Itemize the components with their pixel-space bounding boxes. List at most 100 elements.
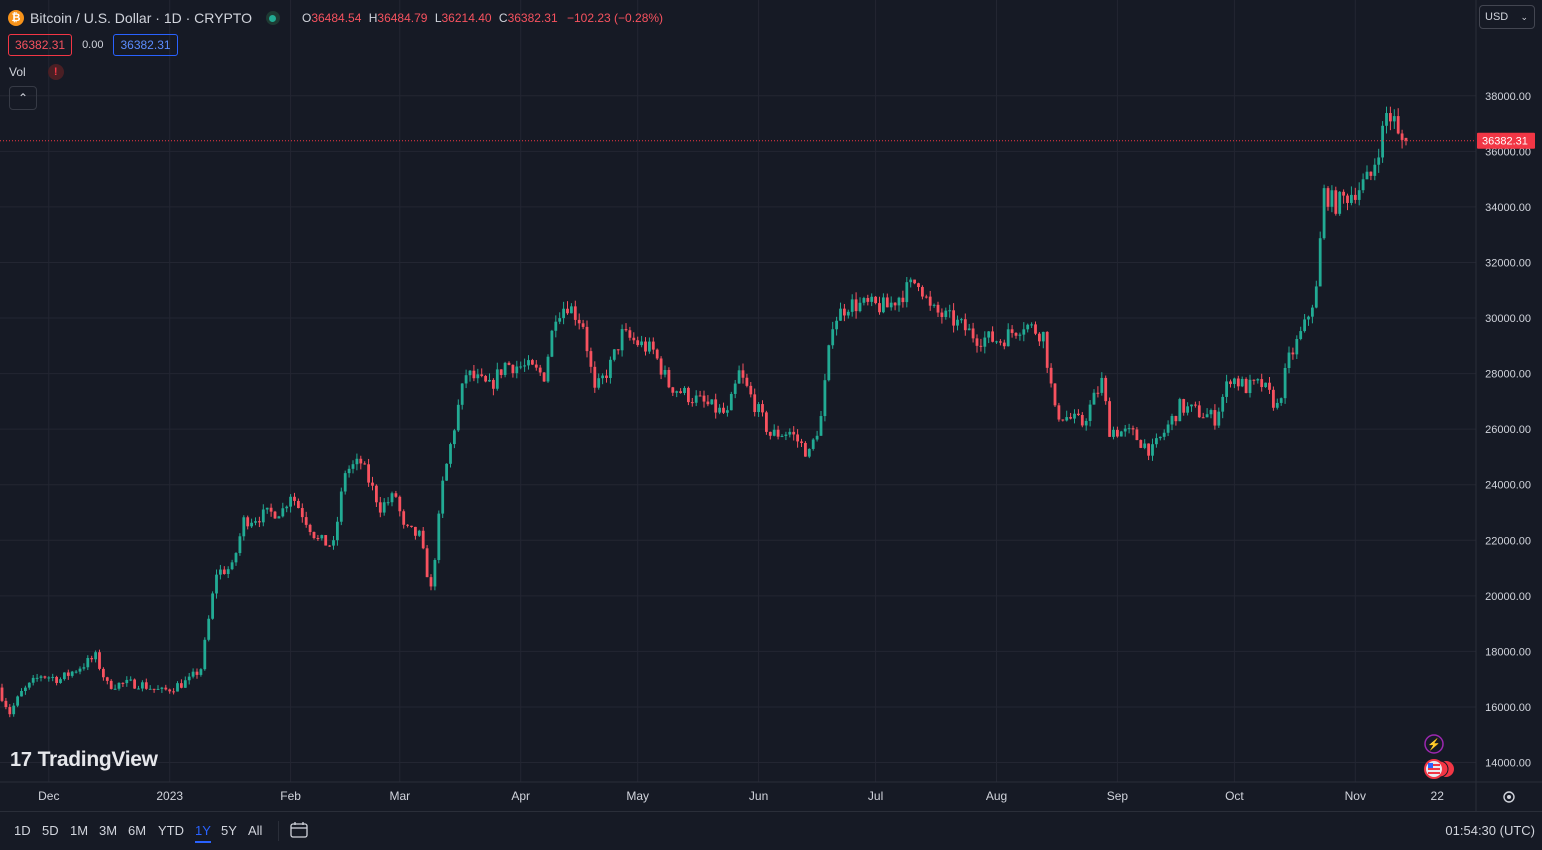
candle: [74, 670, 78, 674]
date-range-icon[interactable]: [290, 821, 308, 839]
candle: [706, 395, 710, 407]
candle: [999, 339, 1002, 346]
candle: [1330, 185, 1334, 213]
lightning-icon[interactable]: [1424, 734, 1444, 754]
candle: [215, 569, 218, 599]
candle: [948, 304, 952, 318]
candle: [687, 386, 690, 406]
range-button-5y[interactable]: 5Y: [221, 823, 237, 838]
candle: [1295, 335, 1299, 360]
tradingview-logo[interactable]: 17 TradingView: [10, 748, 158, 772]
candle: [402, 509, 406, 529]
candle: [39, 674, 43, 682]
price-axis[interactable]: 14000.00 16000.00 18000.00 20000.00 22000.00…: [1475, 0, 1531, 811]
candle: [425, 545, 429, 578]
candle: [1389, 106, 1392, 131]
candle: [1342, 189, 1345, 204]
candle: [1100, 372, 1104, 396]
range-button-6m[interactable]: 6M: [128, 823, 147, 838]
candle: [324, 535, 328, 546]
candle: [148, 685, 152, 690]
candle: [121, 682, 125, 687]
candle: [86, 655, 90, 671]
settings-gear-icon[interactable]: [1503, 791, 1515, 803]
candle: [484, 374, 487, 383]
range-button-5d[interactable]: 5D: [42, 823, 59, 838]
candle: [16, 695, 19, 708]
sell-price-button[interactable]: 36382.31: [8, 34, 73, 56]
market-status-icon[interactable]: [265, 11, 280, 25]
candle: [363, 461, 367, 465]
candle: [187, 672, 191, 685]
currency-select[interactable]: USD ⌄: [1479, 5, 1535, 29]
volume-label[interactable]: Vol: [9, 65, 26, 79]
event-markers[interactable]: ⚡: [1424, 734, 1454, 779]
candle: [971, 322, 975, 343]
candle: [1162, 429, 1166, 441]
candle: [1229, 379, 1232, 388]
candle: [129, 676, 133, 682]
candle: [1225, 374, 1228, 403]
range-button-ytd[interactable]: YTD: [158, 823, 184, 838]
tradingview-mark-icon: 17: [10, 748, 32, 771]
range-button-1d[interactable]: 1D: [14, 823, 31, 838]
symbol-title[interactable]: Bitcoin / U.S. Dollar · 1D · CRYPTO: [30, 10, 252, 26]
candle: [378, 496, 382, 518]
candle: [1221, 394, 1225, 419]
time-tick-label: 22: [1431, 789, 1445, 803]
candle: [807, 448, 811, 459]
currency-value: USD: [1485, 11, 1509, 23]
time-axis[interactable]: Dec 2023 Feb Mar Apr May Jun Jul Aug Sep Oct Nov 22: [0, 781, 1542, 803]
range-button-1y[interactable]: 1Y: [195, 823, 211, 843]
candle: [24, 685, 27, 695]
range-button-3m[interactable]: 3M: [99, 823, 118, 838]
candle: [983, 331, 987, 354]
candle: [726, 405, 729, 417]
warning-icon[interactable]: !: [47, 64, 64, 80]
candle: [265, 507, 269, 514]
candle: [1080, 412, 1084, 428]
candle: [398, 495, 402, 517]
candlestick-chart[interactable]: 14000.00 16000.00 18000.00 20000.00 22000.00…: [0, 0, 1542, 811]
utc-clock[interactable]: 01:54:30 (UTC): [1445, 823, 1535, 838]
candle: [488, 373, 491, 382]
range-button-1m[interactable]: 1M: [70, 823, 89, 838]
candle: [870, 293, 874, 307]
price-tick-label: 14000.00: [1485, 758, 1531, 770]
candle: [1053, 383, 1057, 407]
buy-price-button[interactable]: 36382.31: [113, 34, 178, 56]
candle: [219, 564, 222, 580]
candle: [636, 336, 640, 347]
candle: [480, 368, 484, 378]
candle: [1084, 418, 1088, 431]
range-button-all[interactable]: All: [248, 823, 263, 838]
candle: [1194, 401, 1197, 408]
chevron-down-icon: ⌄: [1520, 11, 1528, 22]
candle: [359, 455, 363, 470]
candle: [125, 676, 129, 687]
candle: [1088, 400, 1092, 427]
candle: [882, 293, 885, 314]
tradingview-wordmark: TradingView: [37, 748, 158, 771]
collapse-legend-button[interactable]: ⌃: [9, 86, 37, 110]
candle: [640, 335, 643, 348]
candle: [180, 679, 183, 689]
bitcoin-icon: ₿: [8, 10, 24, 26]
candle: [1318, 231, 1322, 287]
candle: [1061, 419, 1065, 422]
candle: [745, 373, 749, 388]
candle: [269, 503, 273, 517]
candle: [27, 682, 31, 690]
candle: [558, 312, 562, 325]
candle: [577, 313, 581, 330]
candle: [671, 386, 675, 397]
candle: [226, 566, 230, 579]
candle: [1006, 323, 1010, 347]
candle: [1041, 331, 1045, 349]
candle: [885, 293, 889, 308]
candle: [1018, 332, 1022, 341]
candle: [1127, 423, 1131, 434]
candle: [1287, 346, 1291, 374]
candle: [878, 296, 881, 315]
spread-value: 0.00: [82, 39, 104, 51]
